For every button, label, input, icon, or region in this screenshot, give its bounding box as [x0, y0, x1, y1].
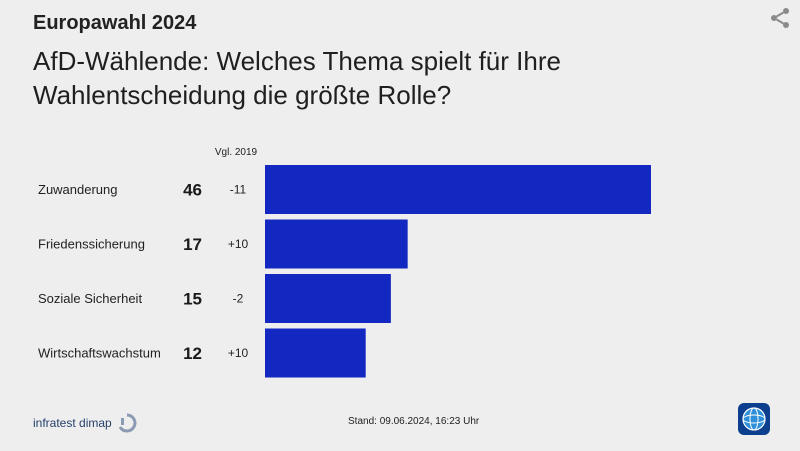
- bar-soziale-sicherheit: [265, 274, 391, 323]
- category-label: Soziale Sicherheit: [38, 291, 142, 306]
- source-credit: infratest dimap: [33, 413, 137, 433]
- comparison-label: -11: [230, 183, 247, 197]
- value-label: 15: [183, 290, 202, 309]
- source-label: infratest dimap: [33, 416, 112, 430]
- bar-zuwanderung: [265, 165, 651, 214]
- comparison-header: Vgl. 2019: [215, 147, 258, 158]
- tagesschau-globe-logo: [738, 403, 770, 435]
- category-label: Friedenssicherung: [38, 237, 145, 252]
- share-icon[interactable]: [768, 6, 792, 30]
- comparison-label: -2: [233, 292, 244, 306]
- category-label: Zuwanderung: [38, 182, 118, 197]
- infratest-logo-mark: [118, 413, 137, 433]
- bar-chart: Vgl. 2019 Zuwanderung 46 -11 Friedenssicheru…: [38, 147, 651, 378]
- timestamp: Stand: 09.06.2024, 16:23 Uhr: [348, 416, 480, 427]
- category-label: Wirtschaftswachstum: [38, 346, 161, 361]
- value-label: 12: [183, 344, 202, 363]
- bar-friedenssicherung: [265, 219, 408, 269]
- value-label: 17: [183, 235, 202, 254]
- bar-wirtschaftswachstum: [265, 328, 366, 378]
- comparison-label: +10: [228, 346, 249, 360]
- value-label: 46: [183, 181, 202, 200]
- chart-title: AfD-Wählende: Welches Thema spielt für I…: [33, 46, 561, 110]
- comparison-label: +10: [228, 237, 249, 251]
- chart-supertitle: Europawahl 2024: [33, 12, 197, 34]
